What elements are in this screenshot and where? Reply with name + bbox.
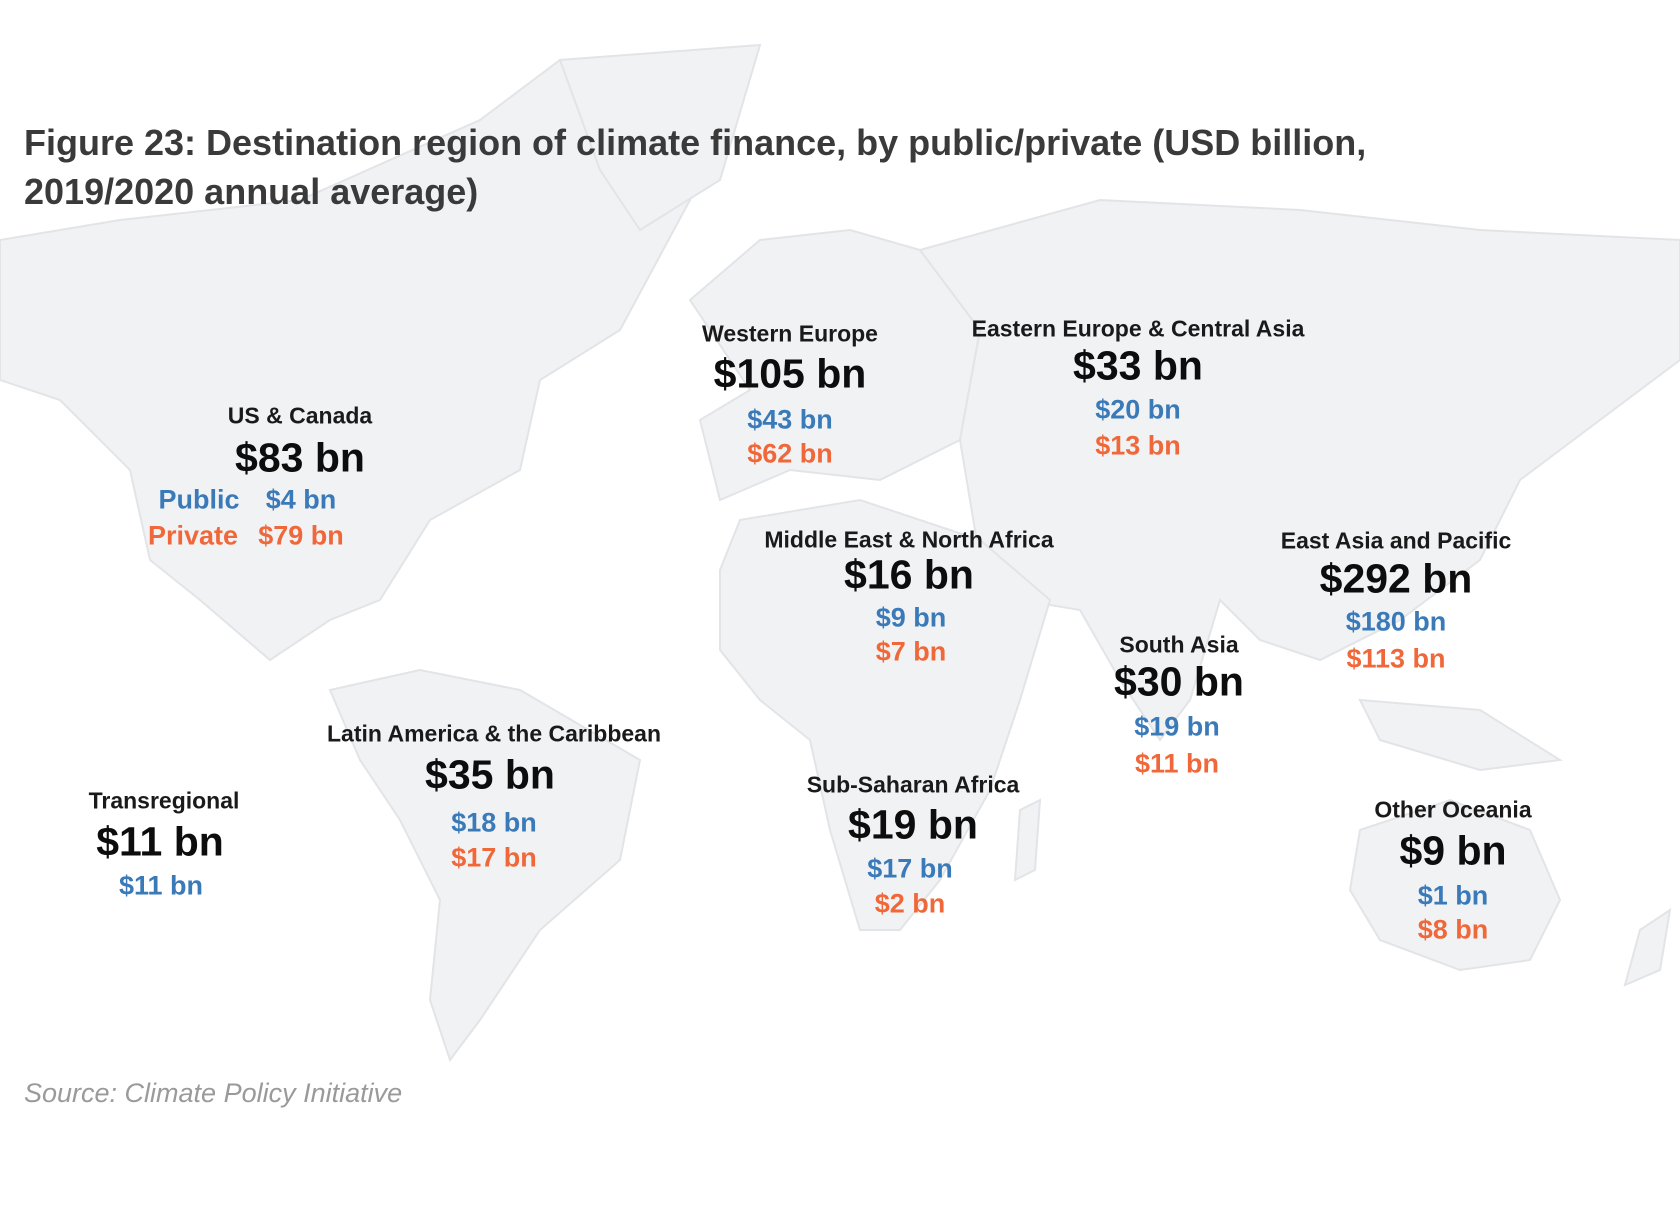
legend-private-label: Private <box>147 520 239 551</box>
region-private-other-oceania: $8 bn <box>1417 914 1489 945</box>
region-name-western-europe: Western Europe <box>702 320 878 347</box>
region-public-western-europe: $43 bn <box>747 404 833 435</box>
region-private-latin-america: $17 bn <box>451 842 537 873</box>
region-total-latin-america: $35 bn <box>425 751 555 798</box>
region-public-latin-america: $18 bn <box>451 807 537 838</box>
region-total-eastern-europe: $33 bn <box>1073 342 1203 389</box>
region-private-sub-saharan-africa: $2 bn <box>874 888 946 919</box>
land-europe <box>688 228 982 502</box>
region-total-sub-saharan-africa: $19 bn <box>848 801 978 848</box>
region-public-eastern-europe: $20 bn <box>1095 394 1181 425</box>
region-private-east-asia-pacific: $113 bn <box>1346 643 1446 674</box>
region-private-us-canada: $79 bn <box>258 520 344 551</box>
region-public-us-canada: $4 bn <box>265 484 337 515</box>
land-australia <box>1348 798 1562 972</box>
region-total-mena: $16 bn <box>844 551 974 598</box>
region-name-mena: Middle East & North Africa <box>764 526 1054 553</box>
region-name-transregional: Transregional <box>88 787 240 814</box>
figure-title: Figure 23: Destination region of climate… <box>24 122 1367 212</box>
land-south-america <box>328 668 642 1063</box>
region-name-south-asia: South Asia <box>1119 631 1239 658</box>
source-note: Source: Climate Policy Initiative <box>24 1078 403 1108</box>
region-name-sub-saharan-africa: Sub-Saharan Africa <box>806 771 1020 798</box>
region-public-transregional: $11 bn <box>118 870 204 901</box>
region-public-other-oceania: $1 bn <box>1417 880 1489 911</box>
region-private-western-europe: $62 bn <box>747 438 833 469</box>
region-name-us-canada: US & Canada <box>227 402 373 429</box>
land-north-america <box>0 48 702 662</box>
land-new-zealand <box>1623 907 1672 987</box>
region-private-south-asia: $11 bn <box>1134 748 1220 779</box>
region-total-east-asia-pacific: $292 bn <box>1319 555 1473 602</box>
region-total-us-canada: $83 bn <box>235 434 365 481</box>
land-asia <box>918 198 1680 742</box>
region-private-eastern-europe: $13 bn <box>1095 430 1181 461</box>
region-name-latin-america: Latin America & the Caribbean <box>326 720 662 747</box>
region-private-mena: $7 bn <box>875 636 947 667</box>
region-name-east-asia-pacific: East Asia and Pacific <box>1280 527 1512 554</box>
legend-public-label: Public <box>158 484 240 515</box>
land-madagascar <box>1013 798 1042 882</box>
region-total-western-europe: $105 bn <box>713 350 867 397</box>
region-total-transregional: $11 bn <box>96 818 224 865</box>
region-name-other-oceania: Other Oceania <box>1374 796 1532 823</box>
region-total-south-asia: $30 bn <box>1114 658 1244 705</box>
region-public-mena: $9 bn <box>875 602 947 633</box>
land-greenland <box>558 43 762 232</box>
land-africa <box>719 498 1052 931</box>
region-public-south-asia: $19 bn <box>1134 711 1220 742</box>
region-total-other-oceania: $9 bn <box>1399 827 1507 874</box>
land-indonesia <box>1358 698 1563 772</box>
region-name-eastern-europe: Eastern Europe & Central Asia <box>971 315 1305 342</box>
region-public-sub-saharan-africa: $17 bn <box>867 853 953 884</box>
region-public-east-asia-pacific: $180 bn <box>1345 606 1447 637</box>
